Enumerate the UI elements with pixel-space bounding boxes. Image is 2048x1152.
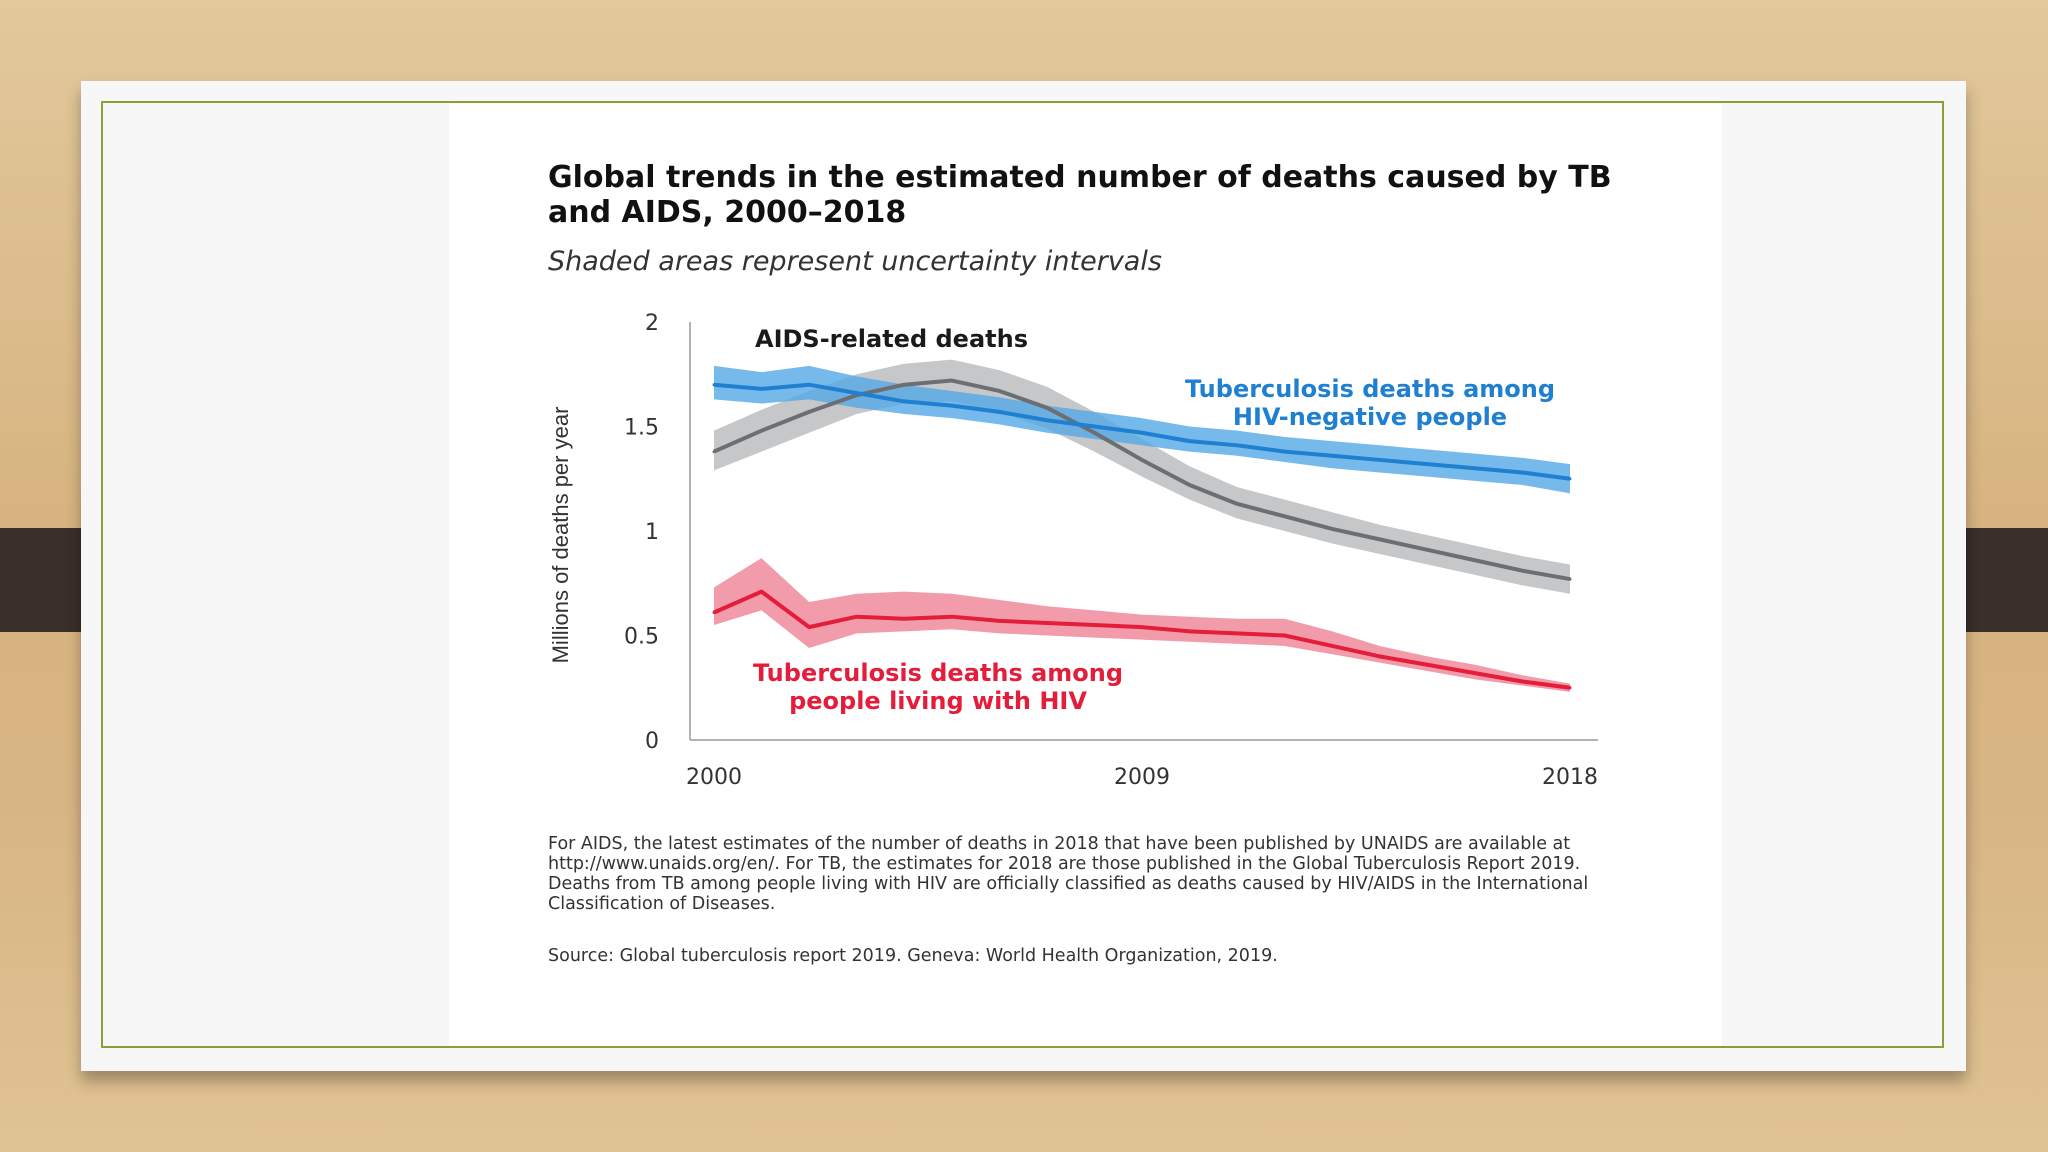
tb-hiv-negative-uncertainty-band xyxy=(714,365,1570,494)
tb-hiv-positive-point xyxy=(1520,679,1524,683)
aids-point xyxy=(1283,514,1287,518)
tb-hiv-positive-point xyxy=(950,615,954,619)
tb-hiv-positive-point xyxy=(712,611,716,615)
aids-point xyxy=(1188,483,1192,487)
tb-hiv-positive-point xyxy=(902,617,906,621)
tb-hiv-negative-point xyxy=(902,399,906,403)
tb-hiv-negative-point xyxy=(1520,470,1524,474)
tb-hiv-negative-point xyxy=(1378,458,1382,462)
aids-point xyxy=(1330,527,1334,531)
tb-hiv-positive-point xyxy=(1568,686,1572,690)
tb-hiv-negative-point xyxy=(1140,431,1144,435)
aids-point xyxy=(712,450,716,454)
aids-point xyxy=(1378,537,1382,541)
tb-hiv-positive-point xyxy=(1378,654,1382,658)
aids-point xyxy=(1092,431,1096,435)
tb-hiv-negative-point xyxy=(1092,425,1096,428)
tb-hiv-negative-point xyxy=(855,391,859,395)
aids-point xyxy=(1425,548,1429,552)
aids-series-label: AIDS-related deaths xyxy=(755,325,1028,353)
chart-source: Source: Global tuberculosis report 2019.… xyxy=(548,946,1278,966)
tb-hiv-positive-point xyxy=(1045,621,1049,625)
tb-hiv-positive-point xyxy=(1425,663,1429,667)
tb-hiv-positive-point xyxy=(1235,631,1239,635)
tb-hiv-positive-point xyxy=(1473,671,1477,675)
aids-point xyxy=(760,429,764,433)
aids-point xyxy=(902,383,906,387)
tb-hiv-negative-point xyxy=(1473,466,1477,470)
slide-frame xyxy=(101,101,1944,1048)
tb-hiv-positive-point xyxy=(1283,634,1287,637)
tb-hiv-positive-point xyxy=(1092,623,1096,627)
tb-hiv-negative-point xyxy=(950,404,954,408)
tb-hiv-positive-point xyxy=(760,590,764,594)
y-tick-label: 1.5 xyxy=(624,416,659,441)
tb-hiv-negative-point xyxy=(1330,454,1334,458)
tb-hiv-negative-point xyxy=(1283,450,1287,454)
x-tick-label: 2009 xyxy=(1114,765,1170,790)
aids-point xyxy=(1520,569,1524,573)
tb-hiv-negative-point xyxy=(1045,418,1049,422)
y-tick-label: 0 xyxy=(645,729,659,754)
tb-hiv-positive-point xyxy=(997,619,1001,623)
y-axis-label: Millions of deaths per year xyxy=(548,407,573,664)
tb-hiv-negative-point xyxy=(760,387,764,391)
aids-point xyxy=(1473,558,1477,562)
tb-hiv-positive-point xyxy=(1330,644,1334,648)
tb-hiv-negative-series-label: Tuberculosis deaths among xyxy=(1185,375,1555,403)
tb-hiv-negative-point xyxy=(997,410,1001,414)
chart-notes: For AIDS, the latest estimates of the nu… xyxy=(548,834,1589,914)
tb-hiv-positive-point xyxy=(1188,629,1192,633)
tb-hiv-negative-point xyxy=(712,383,716,387)
x-tick-label: 2018 xyxy=(1542,765,1598,790)
tb-hiv-negative-point xyxy=(1235,443,1239,447)
chart-subtitle: Shaded areas represent uncertainty inter… xyxy=(548,246,1162,277)
y-tick-label: 2 xyxy=(645,311,659,336)
tb-hiv-positive-series-label: Tuberculosis deaths among xyxy=(753,659,1123,687)
tb-hiv-negative-series-label: HIV-negative people xyxy=(1233,403,1507,431)
tb-hiv-positive-point xyxy=(855,615,859,619)
tb-hiv-positive-series-label: people living with HIV xyxy=(789,687,1087,715)
tb-hiv-negative-point xyxy=(807,383,811,387)
aids-point xyxy=(1568,577,1572,581)
chart-title: Global trends in the estimated number of… xyxy=(548,160,1612,230)
aids-point xyxy=(1235,502,1239,506)
tb-hiv-negative-point xyxy=(1568,477,1572,481)
tb-hiv-positive-point xyxy=(807,625,811,629)
y-tick-label: 0.5 xyxy=(624,625,659,650)
x-tick-label: 2000 xyxy=(686,765,742,790)
aids-point xyxy=(1140,458,1144,462)
aids-point xyxy=(950,379,954,383)
tb-hiv-negative-point xyxy=(1425,462,1429,466)
tb-hiv-positive-point xyxy=(1140,625,1144,629)
tb-hiv-positive-uncertainty-band xyxy=(714,558,1570,692)
aids-point xyxy=(997,389,1001,393)
y-tick-label: 1 xyxy=(645,520,659,545)
aids-point xyxy=(807,410,811,414)
tb-hiv-negative-point xyxy=(1188,439,1192,443)
aids-point xyxy=(1045,406,1049,410)
